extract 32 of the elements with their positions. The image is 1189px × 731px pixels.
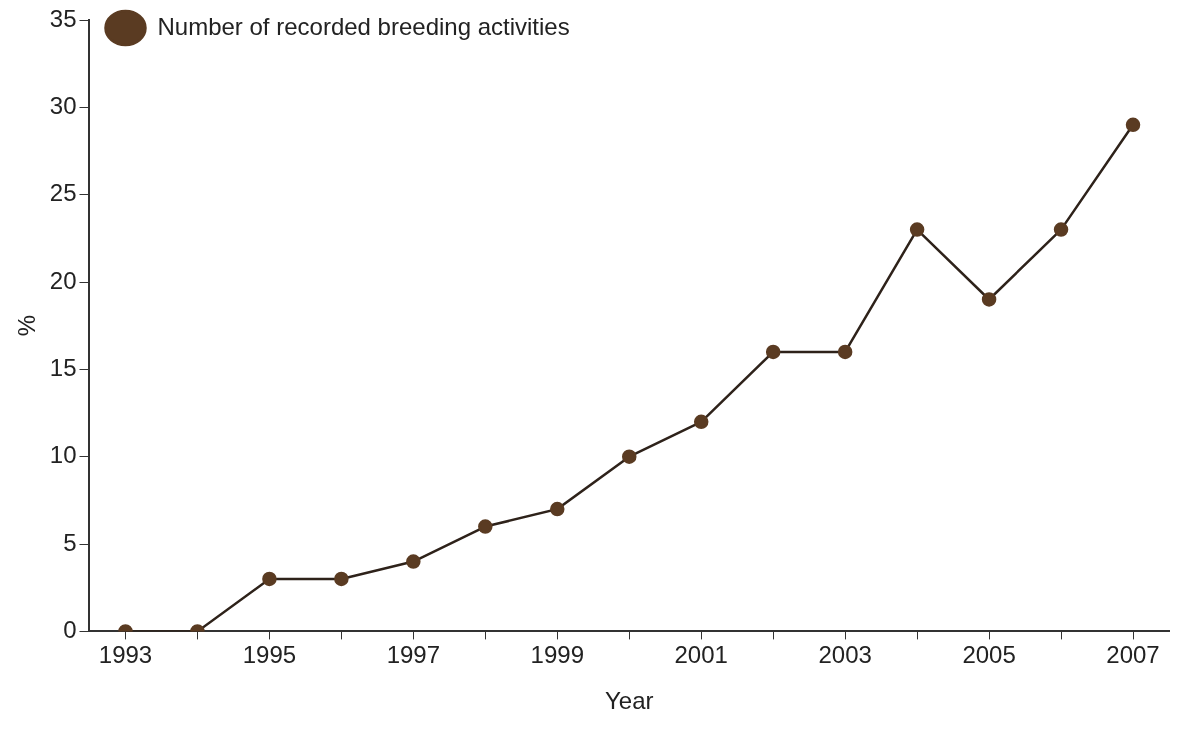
point <box>478 519 493 534</box>
point <box>550 501 565 517</box>
y-tick-label: 25 <box>49 179 77 207</box>
point <box>406 554 421 569</box>
x-tick-label: 1999 <box>530 641 584 669</box>
x-tick-label: 2005 <box>962 641 1016 669</box>
point <box>1053 222 1069 237</box>
point <box>1125 117 1141 133</box>
point <box>837 344 853 360</box>
x-tick-label: 2001 <box>674 641 728 669</box>
x-axis-title: Year <box>605 687 654 715</box>
point <box>693 414 709 430</box>
point <box>334 571 349 587</box>
y-tick-label: 10 <box>49 441 77 469</box>
point <box>765 344 781 360</box>
x-tick-label: 1997 <box>386 641 441 669</box>
x-tick-label: 2007 <box>1106 641 1160 669</box>
y-tick-label: 0 <box>63 616 77 644</box>
x-tick-label: 1993 <box>98 641 153 669</box>
point <box>262 571 277 587</box>
y-tick-label: 15 <box>49 354 77 381</box>
x-tick-label: 2003 <box>818 641 872 669</box>
x-tick-label: 1995 <box>242 641 297 669</box>
point <box>981 292 997 307</box>
y-axis-title: % <box>13 315 41 337</box>
y-tick-label: 20 <box>49 266 77 294</box>
y-tick-label: 5 <box>63 528 77 556</box>
y-tick-label: 30 <box>49 91 77 119</box>
legend-label: Number of recorded breeding activities <box>157 12 570 40</box>
point <box>909 222 925 237</box>
point <box>622 449 637 464</box>
y-tick-label: 35 <box>49 4 77 32</box>
